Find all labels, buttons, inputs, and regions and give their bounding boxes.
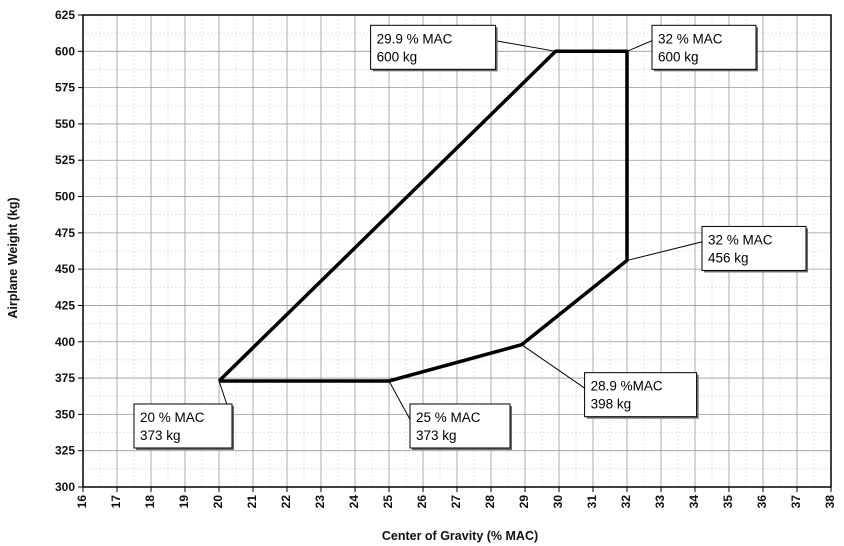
x-tick-label: 35 bbox=[721, 495, 735, 509]
x-tick-label: 22 bbox=[279, 495, 293, 509]
annotation-box-frame bbox=[409, 403, 511, 449]
x-tick-label: 19 bbox=[177, 495, 191, 509]
x-tick-label: 34 bbox=[687, 495, 701, 509]
x-tick-label: 30 bbox=[551, 495, 565, 509]
annotation-box: 25 % MAC 373 kg bbox=[409, 403, 512, 450]
y-tick-label: 525 bbox=[55, 153, 75, 167]
y-tick-label: 350 bbox=[55, 407, 75, 421]
x-tick-label: 26 bbox=[415, 495, 429, 509]
y-tick-label: 425 bbox=[55, 298, 75, 312]
y-tick-label: 325 bbox=[55, 444, 75, 458]
y-tick-label: 600 bbox=[55, 44, 75, 58]
annotation-box-frame bbox=[370, 24, 497, 70]
annotation-weight-text: 398 kg bbox=[591, 397, 632, 412]
x-tick-label: 28 bbox=[483, 495, 497, 509]
x-tick-label: 29 bbox=[517, 495, 531, 509]
y-tick-label: 300 bbox=[55, 480, 75, 494]
annotation-box: 32 % MAC 600 kg bbox=[651, 24, 758, 72]
annotation-cg-text: 32 % MAC bbox=[708, 232, 773, 247]
annotation-box: 28.9 %MAC 398 kg bbox=[584, 372, 699, 419]
annotation-weight-text: 600 kg bbox=[377, 49, 418, 64]
annotation-weight-text: 600 kg bbox=[658, 49, 699, 64]
annotation-leader bbox=[521, 344, 585, 389]
annotation-box: 32 % MAC 456 kg bbox=[701, 225, 808, 273]
x-tick-label: 32 bbox=[619, 495, 633, 509]
x-tick-label: 23 bbox=[313, 495, 327, 509]
x-tick-label: 38 bbox=[823, 495, 837, 509]
y-tick-label: 475 bbox=[55, 226, 75, 240]
y-tick-label: 400 bbox=[55, 335, 75, 349]
annotation-cg-text: 28.9 %MAC bbox=[591, 379, 663, 394]
x-axis-label: Center of Gravity (% MAC) bbox=[382, 529, 538, 543]
annotation-leaders bbox=[218, 40, 703, 420]
annotation-cg-text: 32 % MAC bbox=[658, 31, 723, 46]
annotation-boxes: 29.9 % MAC 600 kg 32 % MAC 600 kg 32 % MAC 45… bbox=[133, 24, 808, 450]
annotation-leader bbox=[626, 40, 653, 52]
annotation-box-frame bbox=[701, 225, 807, 271]
annotation-weight-text: 456 kg bbox=[708, 250, 749, 265]
x-tick-label: 24 bbox=[347, 495, 361, 509]
annotation-leader bbox=[388, 380, 411, 420]
y-tick-label: 450 bbox=[55, 262, 75, 276]
x-tick-label: 36 bbox=[755, 495, 769, 509]
x-tick-label: 25 bbox=[381, 495, 395, 509]
x-tick-label: 33 bbox=[653, 495, 667, 509]
plot-frame bbox=[82, 14, 832, 488]
annotation-box: 29.9 % MAC 600 kg bbox=[370, 24, 498, 72]
annotation-cg-text: 29.9 % MAC bbox=[377, 31, 453, 46]
y-tick-label: 550 bbox=[55, 117, 75, 131]
x-tick-label: 20 bbox=[211, 495, 225, 509]
annotation-weight-text: 373 kg bbox=[416, 428, 457, 443]
annotation-leader bbox=[626, 241, 703, 261]
annotation-leader bbox=[495, 40, 556, 52]
annotation-box-frame bbox=[133, 403, 233, 449]
y-tick-label: 625 bbox=[55, 8, 75, 22]
annotation-weight-text: 373 kg bbox=[140, 428, 181, 443]
x-tick-label: 31 bbox=[585, 495, 599, 509]
x-tick-label: 17 bbox=[109, 495, 123, 509]
y-tick-label: 575 bbox=[55, 81, 75, 95]
x-tick-label: 27 bbox=[449, 495, 463, 509]
x-tick-label: 21 bbox=[245, 495, 259, 509]
annotation-box: 20 % MAC 373 kg bbox=[133, 403, 234, 450]
annotation-cg-text: 25 % MAC bbox=[416, 410, 481, 425]
annotation-box-frame bbox=[651, 24, 757, 70]
y-tick-label: 375 bbox=[55, 371, 75, 385]
x-tick-label: 37 bbox=[789, 495, 803, 509]
x-tick-label: 16 bbox=[75, 495, 89, 509]
y-tick-labels: 300 325 350 375 400 425 450 475 500 525 550 575 600 6… bbox=[55, 8, 75, 494]
annotation-cg-text: 20 % MAC bbox=[140, 410, 205, 425]
x-tick-label: 18 bbox=[143, 495, 157, 509]
y-tick-label: 500 bbox=[55, 190, 75, 204]
x-tick-labels: 16 17 18 19 20 21 22 23 24 25 26 27 28 29 30 31 32 33 34 35… bbox=[75, 495, 837, 509]
y-axis-label: Airplane Weight (kg) bbox=[6, 197, 20, 318]
annotation-box-frame bbox=[584, 372, 698, 418]
